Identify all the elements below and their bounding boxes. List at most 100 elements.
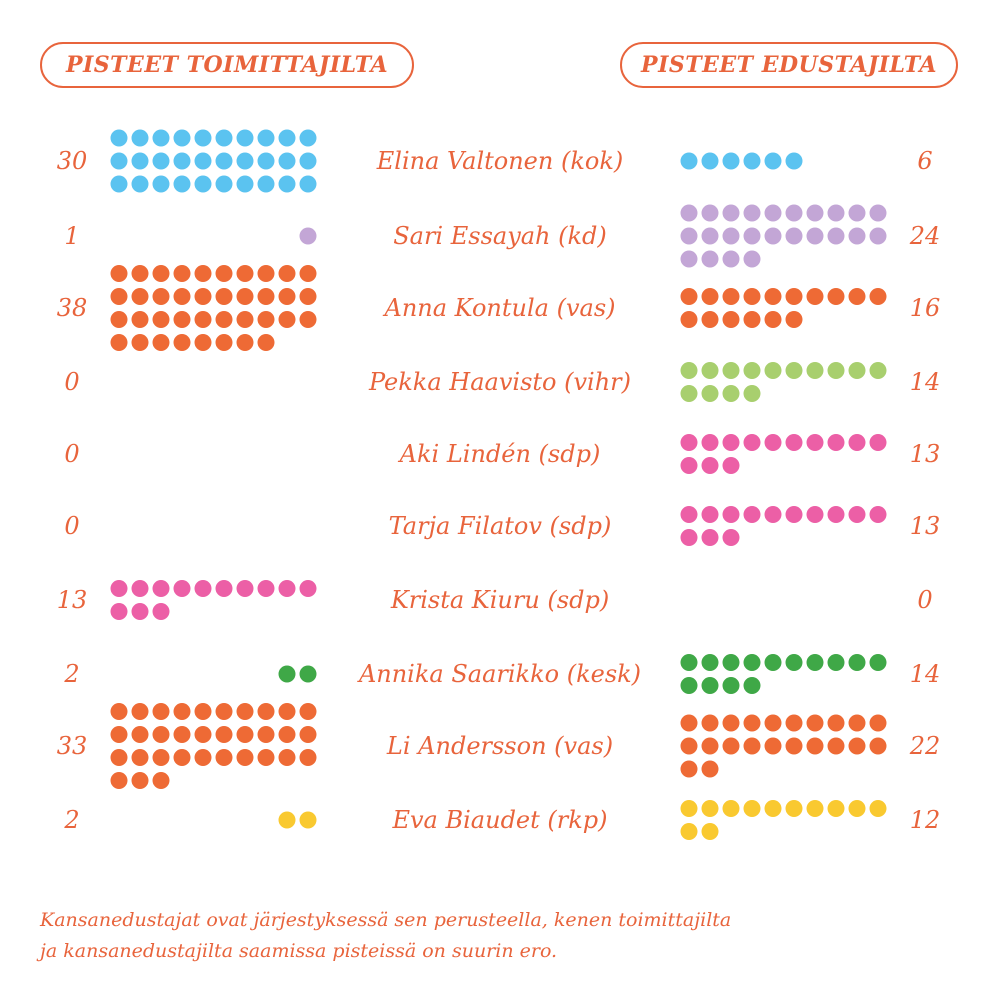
mp-point-dot-li-andersson-vas bbox=[848, 714, 866, 732]
mp-point-dot-li-andersson-vas bbox=[701, 737, 719, 755]
mp-point-dot-sari-essayah-kd bbox=[722, 204, 740, 222]
journalist-point-dot-anna-kontula-vas bbox=[299, 311, 317, 328]
mp-point-dot-pekka-haavisto-vihr bbox=[743, 362, 761, 379]
journalist-point-dot-anna-kontula-vas bbox=[278, 288, 296, 305]
mps-points-header: PISTEET EDUSTAJILTA bbox=[620, 42, 958, 88]
mp-point-dot-sari-essayah-kd bbox=[827, 204, 845, 222]
mp-point-dot-elina-valtonen-kok bbox=[680, 152, 698, 170]
journalist-point-dot-elina-valtonen-kok bbox=[278, 129, 296, 147]
mp-point-dot-annika-saarikko-kesk bbox=[827, 654, 845, 671]
journalist-point-dot-elina-valtonen-kok bbox=[152, 175, 170, 193]
journalist-point-dot-anna-kontula-vas bbox=[215, 265, 233, 282]
mp-point-dot-aki-linden-sdp bbox=[827, 434, 845, 451]
journalist-point-dot-li-andersson-vas bbox=[152, 772, 170, 789]
journalist-point-dot-krista-kiuru-sdp bbox=[299, 580, 317, 597]
mp-point-dot-tarja-filatov-sdp bbox=[848, 506, 866, 523]
mp-point-dot-annika-saarikko-kesk bbox=[743, 654, 761, 671]
journalist-point-dot-elina-valtonen-kok bbox=[173, 175, 191, 193]
mp-point-dot-sari-essayah-kd bbox=[701, 227, 719, 245]
journalist-point-dot-anna-kontula-vas bbox=[152, 288, 170, 305]
mp-point-dot-aki-linden-sdp bbox=[722, 434, 740, 451]
mp-point-dot-sari-essayah-kd bbox=[722, 227, 740, 245]
journalist-point-dot-elina-valtonen-kok bbox=[236, 152, 254, 170]
journalist-point-dot-annika-saarikko-kesk bbox=[299, 665, 317, 683]
journalist-point-dot-anna-kontula-vas bbox=[131, 334, 149, 351]
mp-point-dot-tarja-filatov-sdp bbox=[722, 529, 740, 546]
journalist-points-value-aki-linden-sdp: 0 bbox=[64, 440, 80, 468]
journalist-point-dot-li-andersson-vas bbox=[299, 703, 317, 720]
journalist-point-dot-li-andersson-vas bbox=[173, 703, 191, 720]
journalist-points-value-sari-essayah-kd: 1 bbox=[64, 222, 80, 250]
mp-points-value-anna-kontula-vas: 16 bbox=[909, 294, 941, 322]
mp-points-value-sari-essayah-kd: 24 bbox=[909, 222, 941, 250]
mp-point-dot-sari-essayah-kd bbox=[680, 250, 698, 268]
journalist-point-dot-anna-kontula-vas bbox=[299, 288, 317, 305]
mp-point-dot-li-andersson-vas bbox=[701, 714, 719, 732]
journalist-point-dot-krista-kiuru-sdp bbox=[236, 580, 254, 597]
mp-point-dot-anna-kontula-vas bbox=[785, 288, 803, 305]
journalist-point-dot-anna-kontula-vas bbox=[215, 334, 233, 351]
journalist-point-dot-anna-kontula-vas bbox=[194, 334, 212, 351]
mp-point-dot-sari-essayah-kd bbox=[806, 204, 824, 222]
mp-point-dot-tarja-filatov-sdp bbox=[701, 506, 719, 523]
mp-point-dot-pekka-haavisto-vihr bbox=[680, 385, 698, 402]
journalist-point-dot-li-andersson-vas bbox=[257, 726, 275, 743]
mp-point-dot-pekka-haavisto-vihr bbox=[785, 362, 803, 379]
journalist-point-dot-anna-kontula-vas bbox=[152, 265, 170, 282]
mp-point-dot-eva-biaudet-rkp bbox=[701, 823, 719, 840]
mp-point-dot-pekka-haavisto-vihr bbox=[680, 362, 698, 379]
mp-points-value-krista-kiuru-sdp: 0 bbox=[917, 586, 933, 614]
journalist-point-dot-li-andersson-vas bbox=[152, 749, 170, 766]
journalist-points-value-annika-saarikko-kesk: 2 bbox=[64, 660, 80, 688]
mp-point-dot-aki-linden-sdp bbox=[722, 457, 740, 474]
journalist-point-dot-li-andersson-vas bbox=[278, 703, 296, 720]
journalist-point-dot-anna-kontula-vas bbox=[278, 265, 296, 282]
journalist-point-dot-elina-valtonen-kok bbox=[278, 152, 296, 170]
journalist-point-dot-anna-kontula-vas bbox=[152, 334, 170, 351]
journalist-point-dot-elina-valtonen-kok bbox=[299, 152, 317, 170]
mp-point-dot-tarja-filatov-sdp bbox=[806, 506, 824, 523]
journalist-point-dot-elina-valtonen-kok bbox=[152, 152, 170, 170]
journalist-point-dot-elina-valtonen-kok bbox=[131, 129, 149, 147]
journalist-point-dot-elina-valtonen-kok bbox=[236, 129, 254, 147]
mp-point-dot-li-andersson-vas bbox=[680, 760, 698, 778]
journalist-point-dot-krista-kiuru-sdp bbox=[215, 580, 233, 597]
mp-point-dot-aki-linden-sdp bbox=[701, 434, 719, 451]
journalist-point-dot-elina-valtonen-kok bbox=[257, 129, 275, 147]
mp-point-dot-sari-essayah-kd bbox=[764, 204, 782, 222]
mp-point-dot-li-andersson-vas bbox=[722, 714, 740, 732]
footnote: Kansanedustajat ovat järjestyksessä sen … bbox=[40, 905, 970, 967]
journalist-point-dot-elina-valtonen-kok bbox=[236, 175, 254, 193]
journalist-point-dot-li-andersson-vas bbox=[173, 726, 191, 743]
mp-point-dot-sari-essayah-kd bbox=[701, 250, 719, 268]
journalist-point-dot-krista-kiuru-sdp bbox=[110, 603, 128, 620]
journalist-point-dot-elina-valtonen-kok bbox=[194, 129, 212, 147]
journalist-point-dot-anna-kontula-vas bbox=[110, 265, 128, 282]
mp-point-dot-li-andersson-vas bbox=[827, 737, 845, 755]
mp-point-dot-eva-biaudet-rkp bbox=[827, 800, 845, 817]
mp-name-elina-valtonen-kok: Elina Valtonen (kok) bbox=[376, 147, 624, 175]
journalist-point-dot-anna-kontula-vas bbox=[278, 311, 296, 328]
mp-point-dot-annika-saarikko-kesk bbox=[743, 677, 761, 694]
mp-point-dot-anna-kontula-vas bbox=[701, 311, 719, 328]
mp-point-dot-elina-valtonen-kok bbox=[785, 152, 803, 170]
mp-points-value-annika-saarikko-kesk: 14 bbox=[909, 660, 941, 688]
journalist-point-dot-li-andersson-vas bbox=[194, 703, 212, 720]
mp-point-dot-tarja-filatov-sdp bbox=[869, 506, 887, 523]
journalist-point-dot-anna-kontula-vas bbox=[131, 265, 149, 282]
journalist-point-dot-li-andersson-vas bbox=[131, 749, 149, 766]
journalist-point-dot-elina-valtonen-kok bbox=[278, 175, 296, 193]
journalist-point-dot-li-andersson-vas bbox=[215, 749, 233, 766]
mp-points-value-elina-valtonen-kok: 6 bbox=[917, 147, 933, 175]
journalist-point-dot-li-andersson-vas bbox=[131, 772, 149, 789]
mp-point-dot-sari-essayah-kd bbox=[722, 250, 740, 268]
journalist-point-dot-li-andersson-vas bbox=[110, 703, 128, 720]
mp-point-dot-aki-linden-sdp bbox=[743, 434, 761, 451]
journalist-point-dot-anna-kontula-vas bbox=[236, 311, 254, 328]
mp-point-dot-anna-kontula-vas bbox=[785, 311, 803, 328]
journalist-points-value-tarja-filatov-sdp: 0 bbox=[64, 512, 80, 540]
journalist-point-dot-anna-kontula-vas bbox=[194, 311, 212, 328]
journalist-point-dot-elina-valtonen-kok bbox=[194, 175, 212, 193]
journalist-point-dot-krista-kiuru-sdp bbox=[131, 603, 149, 620]
